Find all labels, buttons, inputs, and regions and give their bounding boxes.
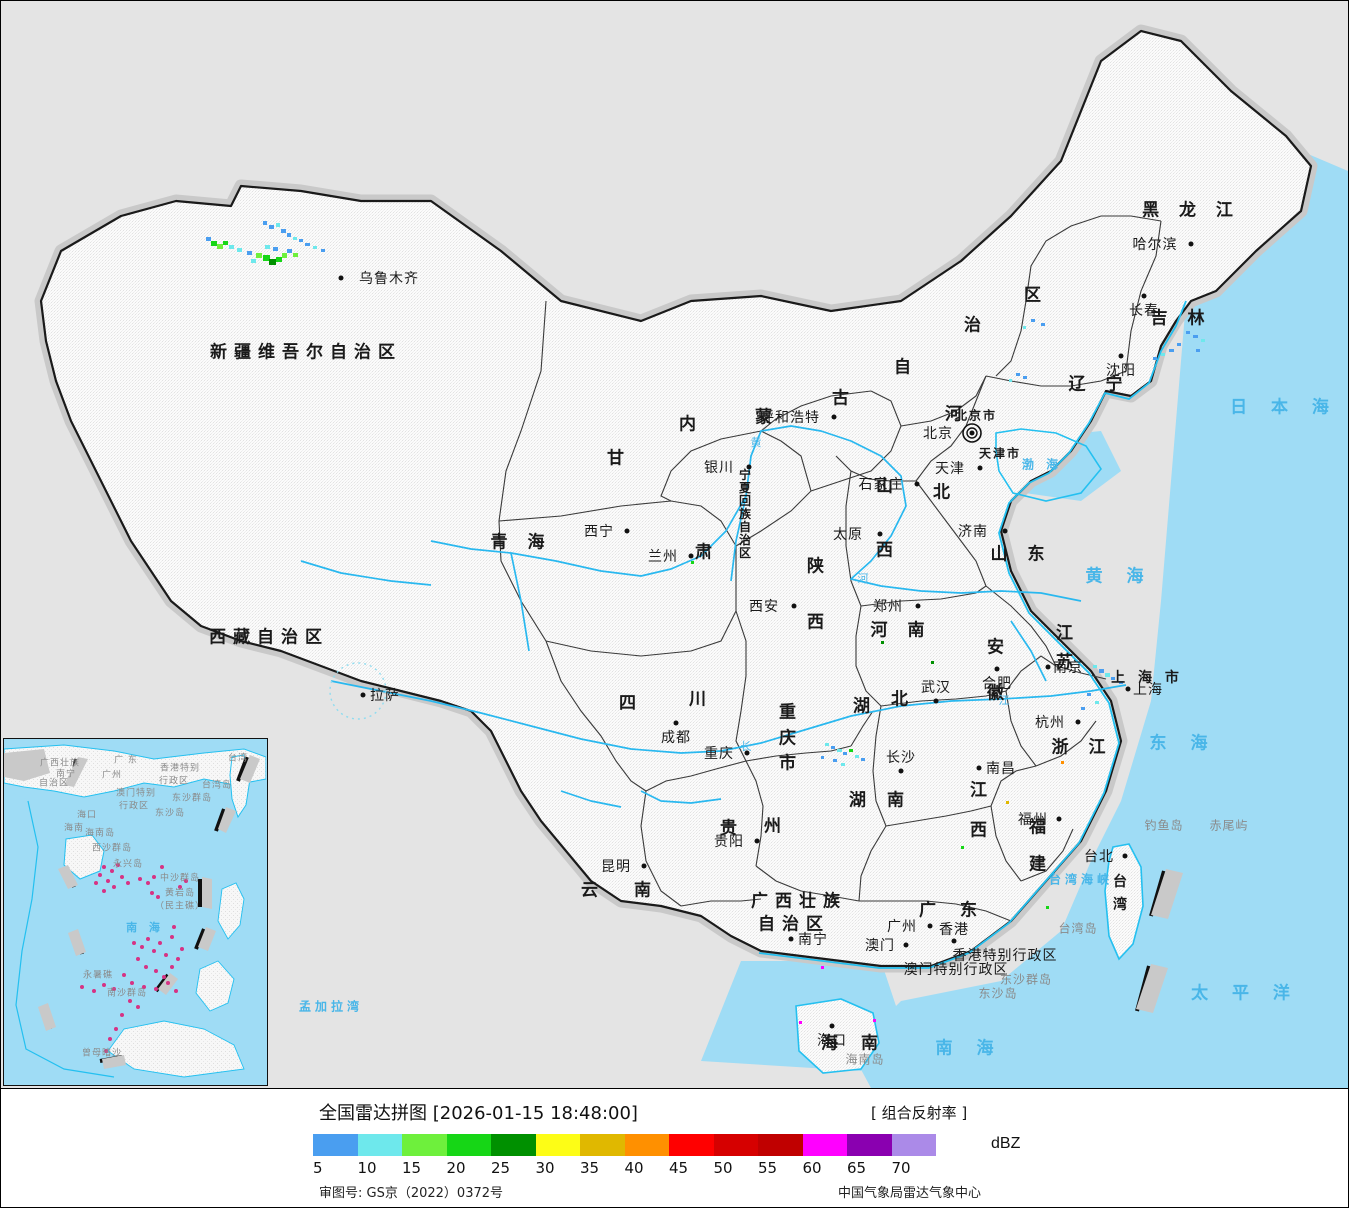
- color-scale-swatch: [758, 1134, 803, 1156]
- capital-city-marker[interactable]: [927, 923, 933, 929]
- capital-city-marker[interactable]: [338, 275, 344, 281]
- bohai-coast: [995, 428, 1102, 502]
- capital-city-marker[interactable]: [1141, 293, 1147, 299]
- south-china-sea-inset[interactable]: 广西壮族 自治区广 东南宁 广州 香港特别 行政区 澳门特别 行政区 台湾 台湾岛 东沙群岛 东沙岛…: [3, 738, 268, 1086]
- capital-city-marker[interactable]: [903, 942, 909, 948]
- capital-city-marker[interactable]: [969, 430, 975, 436]
- capital-city-marker[interactable]: [933, 698, 939, 704]
- capital-city-marker[interactable]: [360, 692, 366, 698]
- capital-city-marker[interactable]: [688, 553, 694, 559]
- color-scale-tick: 5: [313, 1159, 323, 1177]
- capital-city-marker[interactable]: [915, 603, 921, 609]
- legend-title: 全国雷达拼图 [2026-01-15 18:48:00]: [319, 1103, 638, 1124]
- capital-city-marker[interactable]: [1125, 686, 1131, 692]
- color-scale-tick: 40: [624, 1159, 644, 1177]
- capital-city-marker[interactable]: [624, 528, 630, 534]
- color-scale-ticks: 5 10 15 20 25 30 35 40 45 50 55 60 65 70: [306, 1159, 1006, 1179]
- color-scale-tick: 30: [535, 1159, 555, 1177]
- color-scale-swatch: [313, 1134, 358, 1156]
- color-scale-tick: 10: [357, 1159, 377, 1177]
- capital-city-marker[interactable]: [994, 666, 1000, 672]
- capital-city-marker[interactable]: [831, 414, 837, 420]
- color-scale-swatch: [713, 1134, 758, 1156]
- capital-city-marker[interactable]: [1002, 528, 1008, 534]
- color-scale-swatch: [669, 1134, 714, 1156]
- capital-city-marker[interactable]: [746, 464, 752, 470]
- capital-city-marker[interactable]: [898, 768, 904, 774]
- capital-city-marker[interactable]: [641, 863, 647, 869]
- color-scale-tick: 45: [669, 1159, 689, 1177]
- capital-city-marker[interactable]: [829, 1023, 835, 1029]
- capital-city-marker[interactable]: [673, 720, 679, 726]
- inset-svg: [4, 739, 267, 1084]
- color-scale-tick: 55: [758, 1159, 778, 1177]
- color-scale-swatch: [402, 1134, 447, 1156]
- capital-city-marker[interactable]: [1056, 816, 1062, 822]
- color-scale-swatch: [535, 1134, 580, 1156]
- color-scale-swatch: [580, 1134, 625, 1156]
- capital-city-marker[interactable]: [1122, 853, 1128, 859]
- color-scale-tick: 20: [446, 1159, 466, 1177]
- radar-echo-layer: [206, 221, 1205, 1024]
- capital-city-marker[interactable]: [788, 936, 794, 942]
- color-scale-tick: 35: [580, 1159, 600, 1177]
- capital-city-marker[interactable]: [754, 838, 760, 844]
- color-scale-bar: [313, 1134, 936, 1156]
- color-scale-tick: 15: [402, 1159, 422, 1177]
- color-scale-swatch: [491, 1134, 536, 1156]
- hainan-island: [795, 998, 880, 1074]
- color-scale-tick: 60: [802, 1159, 822, 1177]
- province-boundaries: [498, 215, 1162, 922]
- map-approval-number: 审图号: GS京（2022）0372号: [319, 1186, 504, 1201]
- color-scale-swatch: [624, 1134, 669, 1156]
- taiwan-island: [1104, 843, 1144, 961]
- color-scale-swatch: [446, 1134, 491, 1156]
- china-landmass: [39, 29, 1313, 968]
- publisher-credit: 中国气象局雷达气象中心: [838, 1186, 982, 1201]
- capital-city-marker[interactable]: [951, 938, 957, 944]
- legend-panel: 全国雷达拼图 [2026-01-15 18:48:00] [ 组合反射率 ] d…: [1, 1088, 1348, 1207]
- color-scale-tick: 25: [491, 1159, 511, 1177]
- capital-city-marker[interactable]: [914, 481, 920, 487]
- color-scale-swatch: [802, 1134, 847, 1156]
- color-scale-tick: 50: [713, 1159, 733, 1177]
- legend-product-type: [ 组合反射率 ]: [871, 1104, 968, 1122]
- color-scale-swatch: [847, 1134, 892, 1156]
- capital-city-marker[interactable]: [744, 750, 750, 756]
- coastline: [758, 300, 1187, 969]
- map-canvas[interactable]: 新疆维吾尔自治区 西藏自治区青 海内蒙古自治区黑 龙 江吉 林辽 宁河北山西山 东…: [1, 1, 1348, 1088]
- dbz-unit-label: dBZ: [991, 1135, 1021, 1152]
- capital-city-marker[interactable]: [1045, 664, 1051, 670]
- capital-city-marker[interactable]: [1188, 241, 1194, 247]
- rivers: [300, 425, 1127, 808]
- capital-city-marker[interactable]: [976, 765, 982, 771]
- capital-city-marker[interactable]: [877, 531, 883, 537]
- capital-city-marker[interactable]: [977, 465, 983, 471]
- capital-city-marker[interactable]: [791, 603, 797, 609]
- color-scale-swatch: [891, 1134, 936, 1156]
- capital-city-marker[interactable]: [1118, 353, 1124, 359]
- capital-city-marker[interactable]: [1075, 719, 1081, 725]
- color-scale-tick: 70: [891, 1159, 911, 1177]
- color-scale-swatch: [357, 1134, 402, 1156]
- maritime-dash-shadows: [1136, 869, 1183, 1013]
- color-scale-tick: 65: [847, 1159, 867, 1177]
